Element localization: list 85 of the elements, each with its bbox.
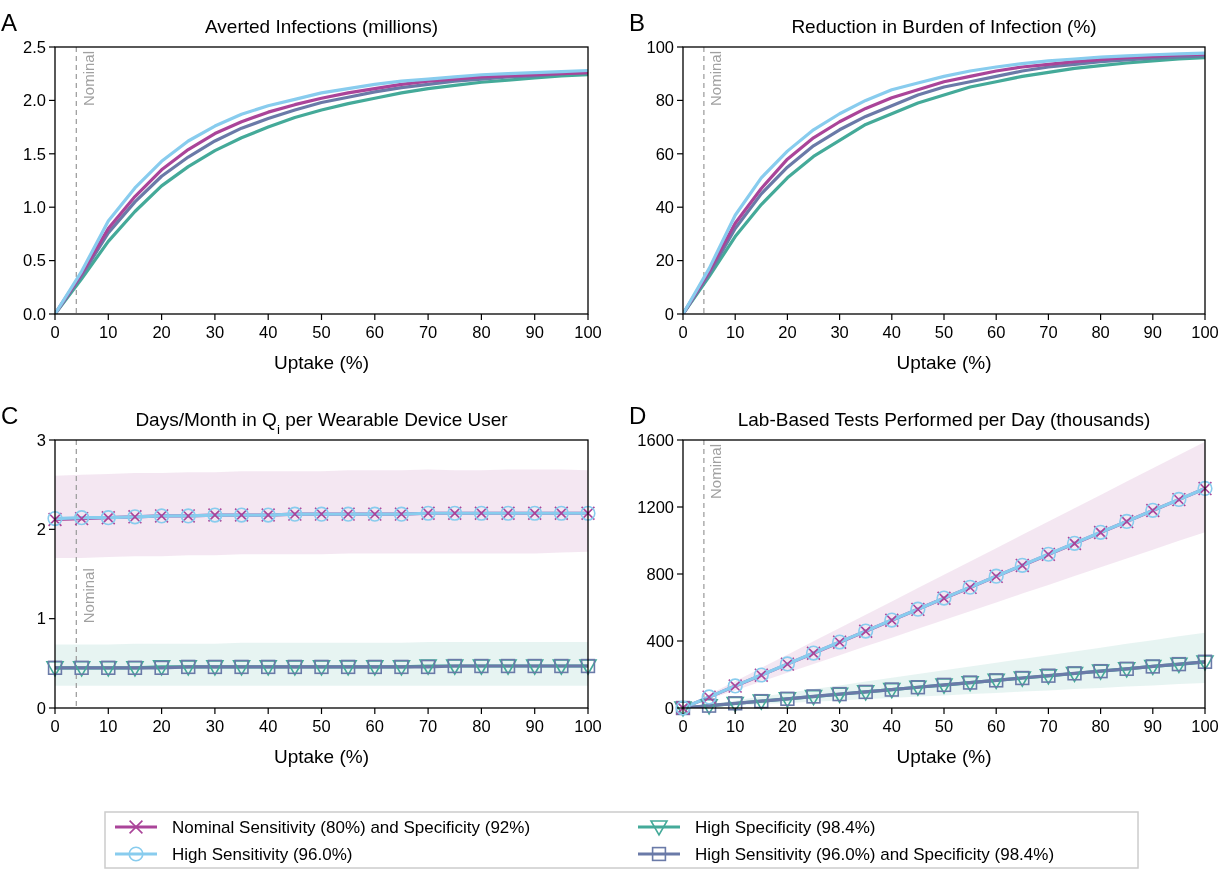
y-tick-label: 1200 xyxy=(637,497,674,516)
x-tick-label: 100 xyxy=(574,717,602,735)
x-tick-label: 90 xyxy=(1143,323,1162,341)
ref-line-label: Nominal xyxy=(707,444,725,500)
x-tick-label: 20 xyxy=(778,323,797,341)
y-tick-label: 400 xyxy=(646,631,674,650)
x-tick-label: 100 xyxy=(1191,717,1219,735)
x-tick-label: 80 xyxy=(472,323,491,341)
x-tick-label: 40 xyxy=(882,717,901,735)
x-tick-label: 50 xyxy=(934,717,954,735)
x-tick-label: 0 xyxy=(50,717,60,735)
y-tick-label: 1 xyxy=(36,609,46,628)
y-tick-label: 0 xyxy=(664,698,674,717)
x-tick-label: 50 xyxy=(312,717,331,735)
ref-line-label: Nominal xyxy=(79,51,97,107)
y-tick-label: 1.0 xyxy=(23,197,46,216)
x-tick-label: 20 xyxy=(152,717,171,735)
y-tick-label: 0.0 xyxy=(23,304,46,323)
x-tick-label: 50 xyxy=(312,323,331,341)
ref-line-label: Nominal xyxy=(707,51,725,107)
x-tick-label: 100 xyxy=(574,323,602,341)
x-tick-label: 80 xyxy=(472,717,491,735)
y-tick-label: 0 xyxy=(664,304,674,323)
x-tick-label: 0 xyxy=(50,323,60,341)
legend-label: High Sensitivity (96.0%) and Specificity (98.4%) xyxy=(695,844,1055,864)
x-tick-label: 30 xyxy=(830,717,849,735)
x-tick-label: 10 xyxy=(99,717,118,735)
x-tick-label: 100 xyxy=(1191,323,1219,341)
x-tick-label: 10 xyxy=(99,323,118,341)
text: A xyxy=(1,9,18,36)
chart-title: Reduction in Burden of Infection (%) xyxy=(791,16,1097,37)
x-tick-label: 20 xyxy=(152,323,171,341)
y-tick-label: 2.0 xyxy=(23,91,46,110)
y-tick-label: 3 xyxy=(36,430,46,449)
x-tick-label: 30 xyxy=(205,717,225,735)
x-tick-label: 30 xyxy=(205,323,225,341)
x-tick-label: 60 xyxy=(365,323,384,341)
x-tick-label: 90 xyxy=(525,717,544,735)
x-tick-label: 40 xyxy=(259,717,278,735)
x-tick-label: 70 xyxy=(1039,323,1058,341)
legend-label: High Specificity (98.4%) xyxy=(695,817,876,837)
x-tick-label: 40 xyxy=(259,323,278,341)
y-tick-label: 0 xyxy=(36,698,46,717)
chart-title: Averted Infections (millions) xyxy=(204,16,439,37)
y-tick-label: 800 xyxy=(646,564,674,583)
x-tick-label: 10 xyxy=(726,717,745,735)
x-tick-label: 30 xyxy=(830,323,849,341)
x-tick-label: 70 xyxy=(418,717,438,735)
x-tick-label: 50 xyxy=(934,323,954,341)
legend-label: High Sensitivity (96.0%) xyxy=(172,844,353,864)
x-tick-label: 70 xyxy=(418,323,438,341)
x-axis-title: Uptake (%) xyxy=(273,352,370,373)
y-tick-label: 80 xyxy=(655,91,674,110)
x-axis-title: Uptake (%) xyxy=(273,746,370,767)
text: D xyxy=(629,402,647,429)
text: B xyxy=(629,9,646,36)
x-axis-title: Uptake (%) xyxy=(896,352,992,373)
chart-title: Days/Month in Q$_{i}$ per Wearable Device User xyxy=(135,409,509,437)
x-tick-label: 40 xyxy=(882,323,901,341)
x-tick-label: 60 xyxy=(987,323,1006,341)
y-tick-label: 2.5 xyxy=(23,37,46,56)
y-tick-label: 20 xyxy=(655,251,674,270)
x-tick-label: 60 xyxy=(987,717,1006,735)
x-tick-label: 60 xyxy=(365,717,384,735)
y-tick-label: 0.5 xyxy=(23,251,46,270)
x-tick-label: 10 xyxy=(726,323,745,341)
x-tick-label: 0 xyxy=(678,717,688,735)
y-tick-label: 1.5 xyxy=(23,144,46,163)
y-tick-label: 40 xyxy=(655,197,674,216)
x-tick-label: 80 xyxy=(1091,717,1110,735)
y-tick-label: 100 xyxy=(646,37,674,56)
y-tick-label: 1600 xyxy=(637,430,674,449)
x-tick-label: 70 xyxy=(1039,717,1058,735)
x-tick-label: 80 xyxy=(1091,323,1110,341)
ref-line-label: Nominal xyxy=(79,568,97,624)
x-tick-label: 90 xyxy=(1143,717,1162,735)
chart-title: Lab-Based Tests Performed per Day (thousands) xyxy=(737,409,1151,430)
x-axis-title: Uptake (%) xyxy=(896,746,992,767)
text: C xyxy=(1,402,19,429)
legend-label: Nominal Sensitivity (80%) and Specificity (92%) xyxy=(172,817,531,837)
x-tick-label: 90 xyxy=(525,323,544,341)
y-tick-label: 60 xyxy=(655,144,674,163)
x-tick-label: 20 xyxy=(778,717,797,735)
y-tick-label: 2 xyxy=(36,520,46,539)
x-tick-label: 0 xyxy=(678,323,688,341)
